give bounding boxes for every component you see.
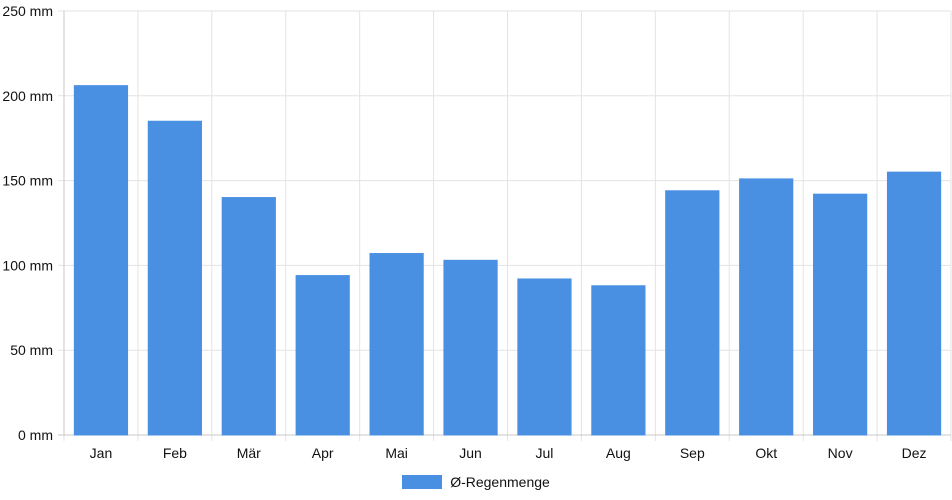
legend-label: Ø-Regenmenge	[450, 474, 550, 490]
x-tick-label: Feb	[163, 445, 187, 461]
y-tick-label: 50 mm	[10, 342, 53, 358]
x-tick-label: Jul	[536, 445, 554, 461]
bar-apr	[295, 275, 350, 436]
y-tick-label: 200 mm	[2, 88, 53, 104]
bar-nov	[813, 193, 868, 436]
chart-canvas: 0 mm 50 mm 100 mm 150 mm 200 mm 250 mm Jan Feb M…	[2, 3, 952, 461]
x-tick-label: Nov	[828, 445, 853, 461]
x-tick-label: Dez	[902, 445, 927, 461]
legend-swatch	[402, 475, 443, 489]
x-tick-label: Mai	[385, 445, 408, 461]
x-tick-label: Jan	[90, 445, 113, 461]
y-tick-label: 100 mm	[2, 257, 53, 273]
x-tick-label: Jun	[459, 445, 482, 461]
x-tick-label: Okt	[755, 445, 777, 461]
legend[interactable]: Ø-Regenmenge	[0, 472, 952, 492]
y-tick-label: 0 mm	[18, 427, 53, 443]
bar-okt	[739, 178, 794, 436]
x-tick-label: Sep	[680, 445, 705, 461]
bar-jun	[443, 259, 498, 436]
bar-jul	[517, 278, 572, 436]
x-tick-label: Aug	[606, 445, 631, 461]
x-tick-label: Apr	[312, 445, 334, 461]
bar-jan	[73, 85, 129, 436]
bar-mai	[369, 253, 424, 436]
y-tick-label: 150 mm	[2, 173, 53, 189]
bar-aug	[591, 285, 646, 436]
bar-feb	[147, 120, 202, 436]
x-tick-label: Mär	[237, 445, 261, 461]
bar-dez	[886, 171, 942, 436]
bar-mär	[221, 197, 276, 436]
bar-sep	[665, 190, 720, 436]
y-tick-label: 250 mm	[2, 3, 53, 19]
